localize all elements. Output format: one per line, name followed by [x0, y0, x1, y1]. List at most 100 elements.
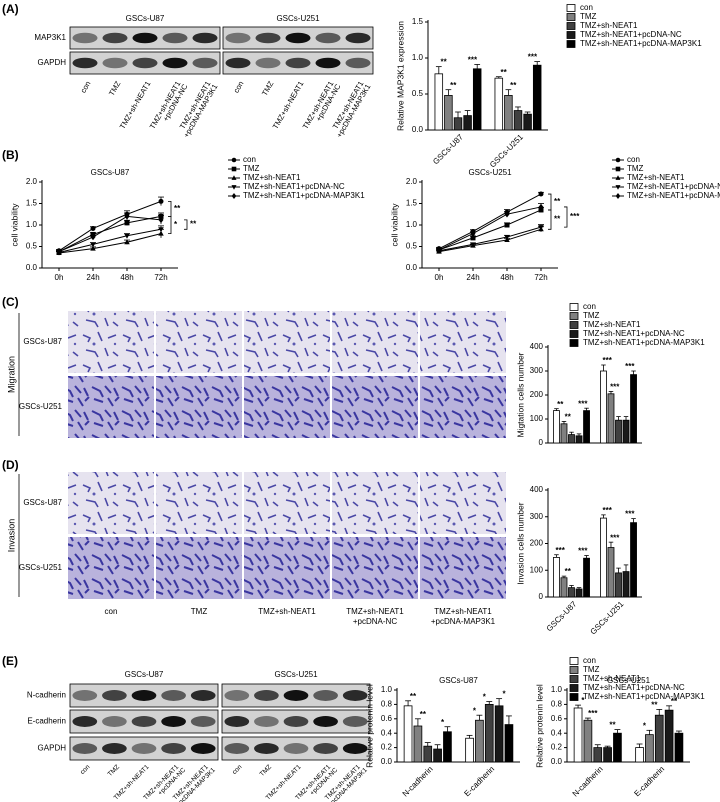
micrograph — [420, 311, 506, 373]
y-axis-label: Relative MAP3K1 expression — [395, 21, 405, 131]
line — [58, 233, 162, 254]
y-tick-label: 400 — [530, 485, 544, 494]
x-tick-label: 0h — [435, 273, 444, 282]
y-tick-label: 100 — [530, 565, 544, 574]
y-tick-label: 0.0 — [412, 125, 424, 134]
micrograph — [156, 376, 242, 438]
legend-marker — [231, 166, 237, 172]
y-axis-label: cell viability — [389, 203, 399, 247]
blot-band — [132, 32, 158, 44]
column-label: TMZ — [191, 607, 208, 616]
lane-label: con — [79, 79, 93, 94]
significance: ** — [190, 220, 197, 229]
blot-band — [315, 57, 341, 69]
blot-band — [255, 32, 281, 44]
column-label: TMZ+sh-NEAT1 — [346, 607, 404, 616]
blot-band — [342, 690, 368, 701]
legend-swatch — [569, 303, 579, 311]
significance: ** — [609, 721, 616, 730]
significance: ** — [174, 204, 181, 213]
micrograph — [332, 537, 418, 599]
bar — [630, 374, 637, 444]
x-tick-label: 48h — [500, 273, 513, 282]
significance-bracket — [168, 216, 172, 234]
blot-band — [285, 57, 311, 69]
y-tick-label: 1.0 — [381, 685, 393, 694]
y-tick-label: 0.5 — [406, 242, 418, 251]
panel-label: (A) — [2, 2, 19, 16]
y-axis-label: cell viability — [9, 203, 19, 247]
x-tick-label: 24h — [466, 273, 479, 282]
significance: ** — [510, 81, 517, 90]
blot-band — [190, 716, 216, 727]
marker — [504, 222, 510, 228]
blot-band — [283, 743, 309, 754]
micrograph — [244, 311, 330, 373]
y-tick-label: 400 — [530, 342, 544, 351]
y-axis-label: Invasion cells number — [515, 502, 525, 584]
bar — [434, 73, 444, 131]
blot-band — [313, 716, 338, 727]
blot-band — [131, 690, 157, 701]
bar — [433, 748, 442, 763]
micrograph — [244, 537, 330, 599]
bar — [453, 117, 463, 131]
bar — [607, 547, 615, 598]
blot-band — [254, 690, 279, 701]
x-tick-label: E-cadherin — [632, 765, 666, 799]
lane-label: con — [79, 763, 92, 776]
line — [58, 215, 162, 253]
x-tick-label: GSCs-U87 — [545, 599, 579, 633]
legend-swatch — [569, 666, 579, 674]
bar — [513, 110, 523, 131]
significance-bracket — [168, 200, 172, 217]
significance: * — [174, 220, 178, 229]
bar — [573, 707, 583, 763]
blot-band — [315, 32, 341, 44]
legend-swatch — [566, 13, 576, 21]
significance: ** — [565, 413, 572, 422]
blot-title: GSCs-U251 — [274, 670, 318, 679]
blot-band — [102, 32, 128, 44]
y-tick-label: 0.2 — [381, 743, 393, 752]
blot-band — [190, 743, 216, 754]
blot-band — [190, 690, 216, 701]
lane-label: TMZ — [107, 764, 121, 778]
bar — [504, 95, 513, 131]
legend-marker — [615, 185, 621, 190]
marker — [470, 235, 476, 241]
micrograph — [68, 376, 154, 438]
y-tick-label: 300 — [530, 366, 544, 375]
y-tick-label: 0.8 — [381, 700, 393, 709]
line — [58, 215, 162, 253]
y-tick-label: 0.2 — [551, 743, 563, 752]
legend-swatch — [569, 684, 579, 692]
legend-marker — [231, 157, 237, 163]
micrograph — [244, 376, 330, 438]
bar — [465, 737, 474, 763]
significance: ** — [450, 81, 457, 90]
bar — [603, 747, 612, 763]
legend-marker — [231, 175, 237, 180]
marker — [538, 203, 544, 211]
y-tick-label: 200 — [530, 539, 544, 548]
bar — [494, 77, 504, 131]
row-label: GSCs-U87 — [23, 337, 62, 346]
lane-label: TMZ+sh-NEAT1 — [118, 79, 153, 130]
blot-band — [225, 32, 251, 44]
y-tick-label: 2.0 — [26, 177, 38, 186]
bar — [600, 370, 607, 444]
micrograph — [332, 311, 418, 373]
bar — [607, 393, 615, 444]
blot-band — [72, 32, 98, 44]
bar — [403, 705, 413, 763]
bar — [443, 731, 452, 763]
y-tick-label: 1.5 — [406, 199, 418, 208]
bar — [423, 745, 433, 763]
x-tick-label: GSCs-U251 — [488, 132, 525, 169]
micrograph — [156, 537, 242, 599]
legend-swatch — [569, 339, 579, 347]
significance: ** — [554, 215, 561, 224]
legend-label: TMZ+sh-NEAT1 — [580, 21, 638, 30]
bar — [523, 113, 532, 131]
